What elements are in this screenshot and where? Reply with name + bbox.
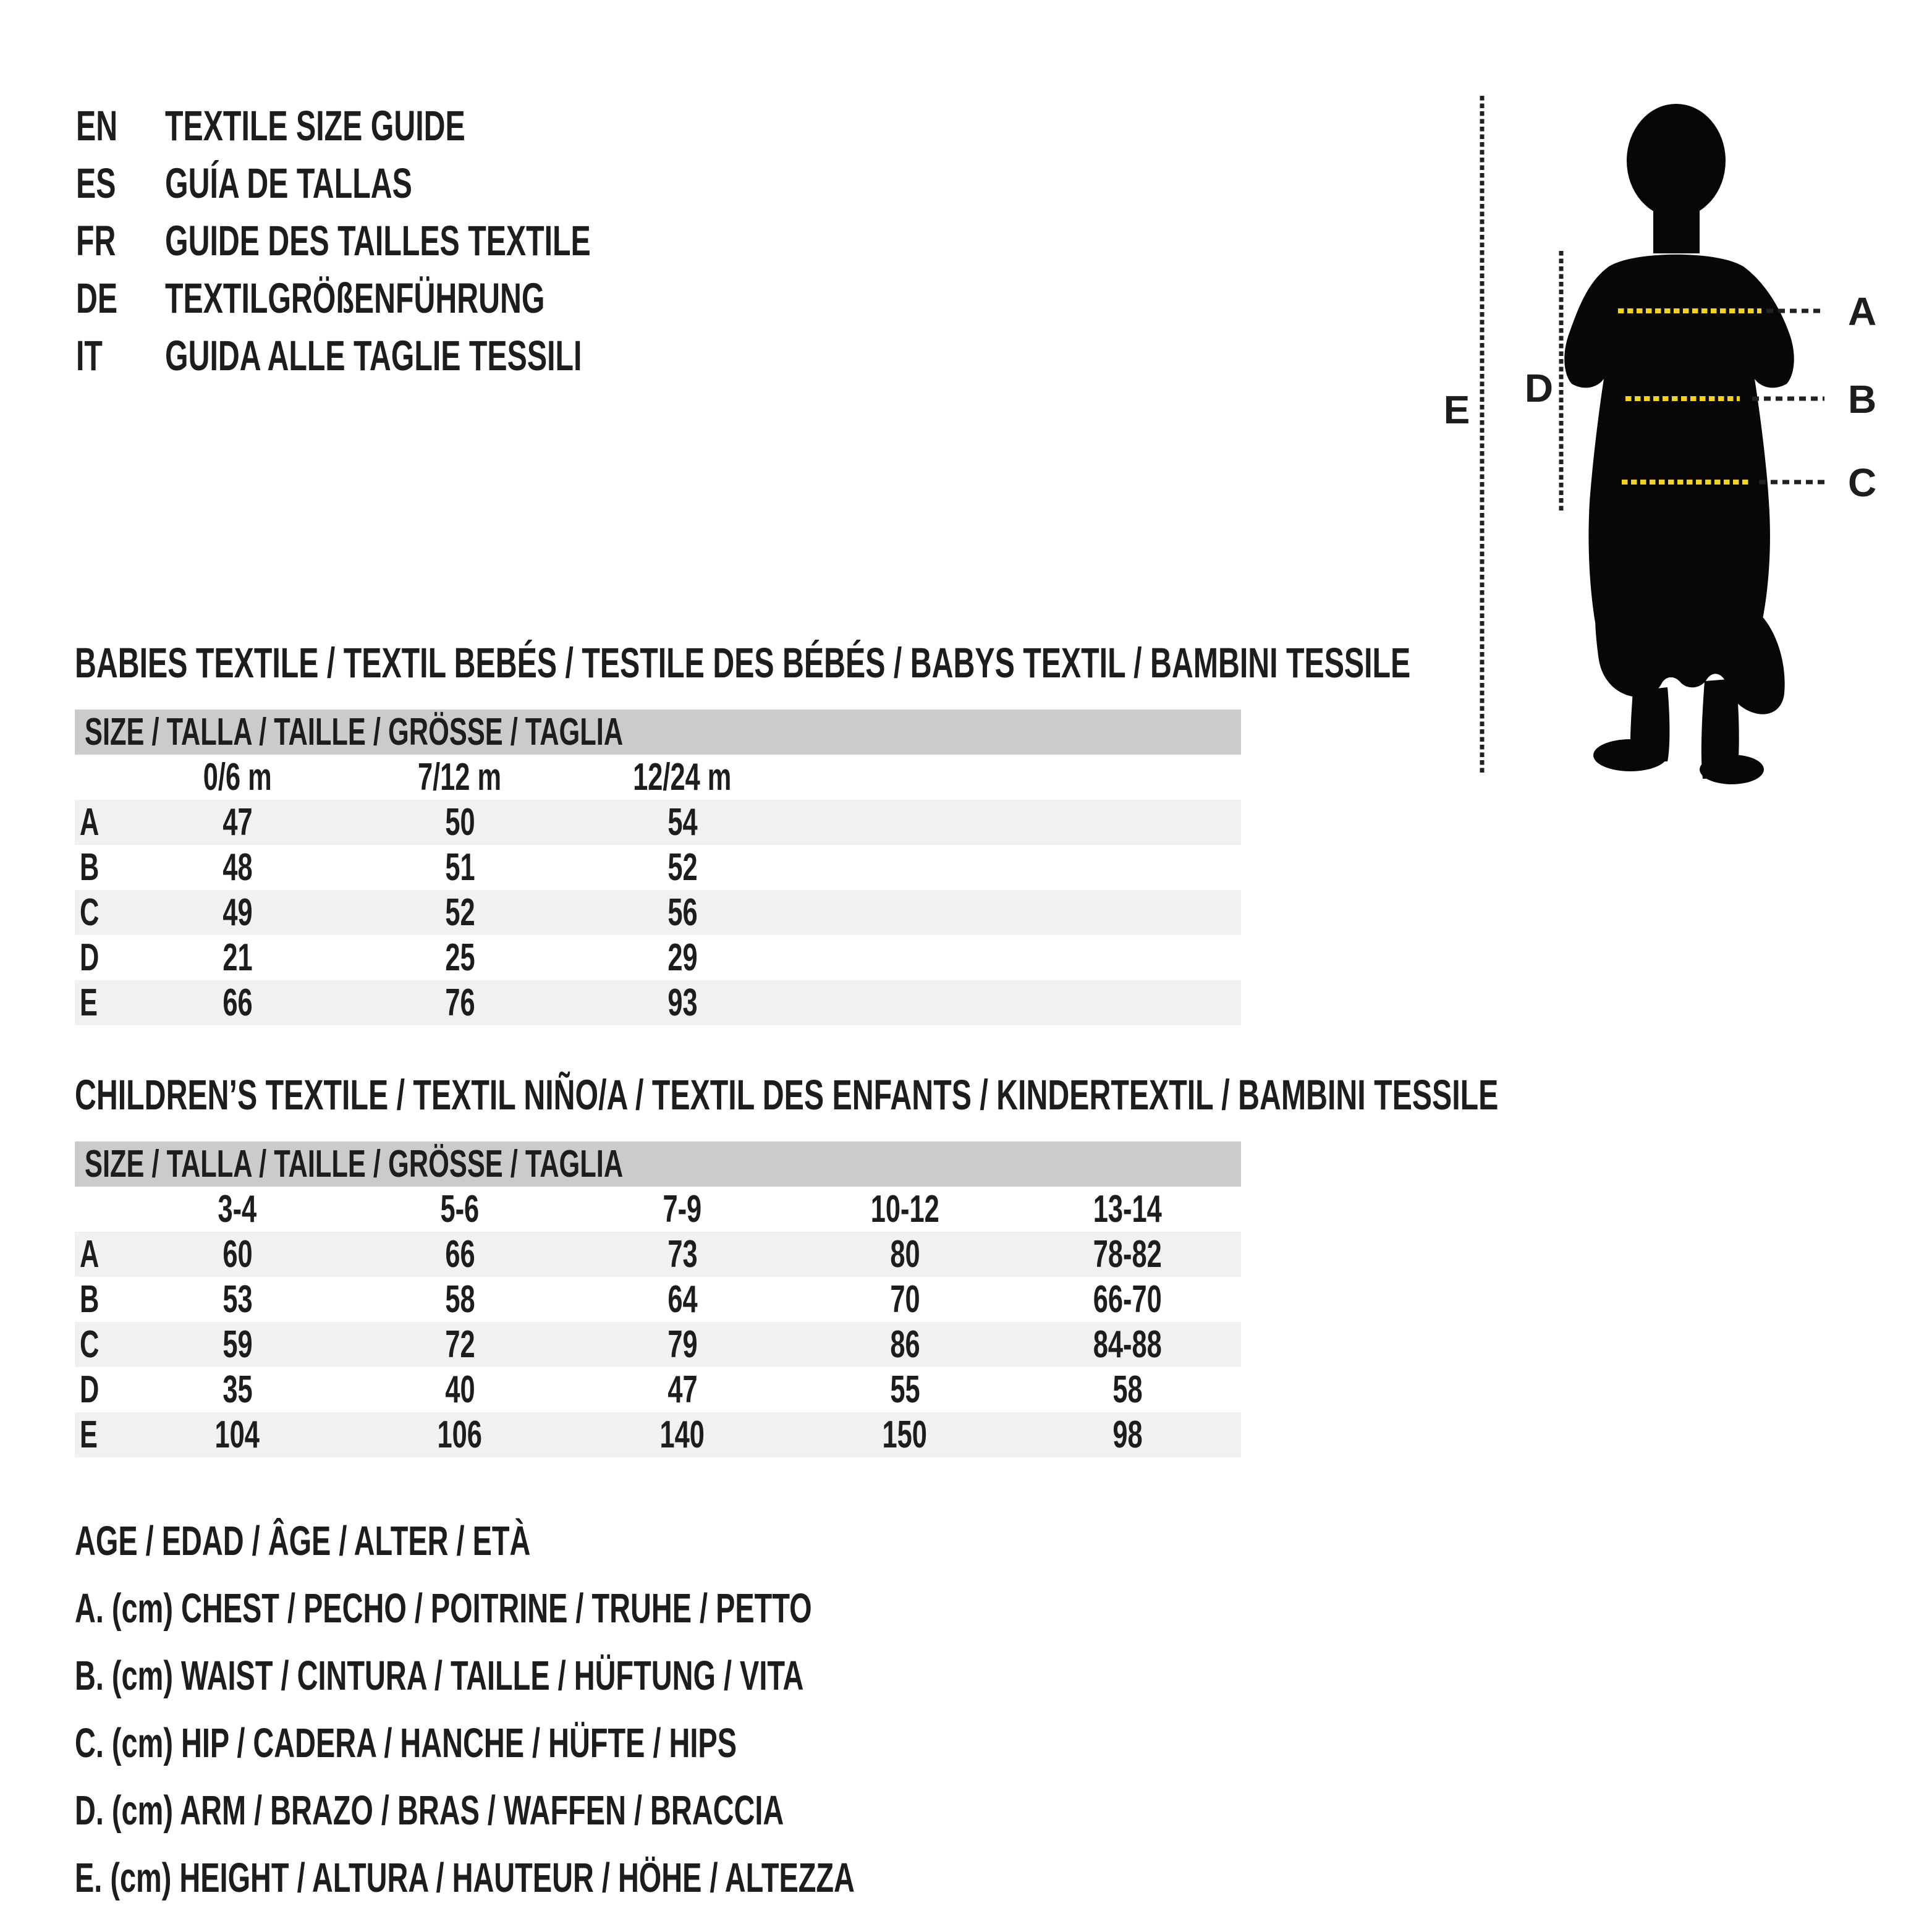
table-row: D 35 40 47 55 58: [75, 1367, 1241, 1412]
row-label: B: [80, 846, 100, 889]
row-label: D: [80, 1368, 100, 1411]
silhouette-shorts: [1595, 616, 1785, 714]
babies-col-0-6m: 0/6 m: [203, 756, 272, 799]
silhouette-neck: [1653, 204, 1700, 253]
table-row: B 48 51 52: [75, 845, 1241, 890]
figure-label-d: D: [1525, 366, 1553, 410]
lang-title-it: GUIDA ALLE TAGLIE TESSILI: [165, 332, 582, 379]
legend-hip: C. (cm) HIP / CADERA / HANCHE / HÜFTE / …: [75, 1720, 737, 1766]
row-label: A: [80, 1233, 100, 1276]
lang-title-es: GUÍA DE TALLAS: [165, 159, 412, 207]
legend-height: E. (cm) HEIGHT / ALTURA / HAUTEUR / HÖHE…: [75, 1855, 855, 1901]
lang-code-en: EN: [76, 102, 118, 150]
lang-row-de: DE TEXTILGRÖßENFÜHRUNG: [76, 269, 708, 327]
table-row: A 47 50 54: [75, 800, 1241, 845]
row-label: A: [80, 801, 100, 844]
row-label: E: [80, 981, 98, 1024]
lang-title-en: TEXTILE SIZE GUIDE: [165, 102, 465, 150]
babies-size-header-band: SIZE / TALLA / TAILLE / GRÖSSE / TAGLIA: [75, 710, 1241, 755]
table-row: D 21 25 29: [75, 935, 1241, 980]
lang-title-de: TEXTILGRÖßENFÜHRUNG: [165, 274, 545, 322]
lang-row-es: ES GUÍA DE TALLAS: [76, 155, 518, 212]
figure-label-e: E: [1444, 388, 1470, 432]
silhouette-right-leg: [1701, 679, 1739, 779]
children-col-7-9: 7-9: [663, 1188, 702, 1231]
lang-code-it: IT: [76, 332, 103, 379]
silhouette-head: [1627, 104, 1726, 218]
legend-arm: D. (cm) ARM / BRAZO / BRAS / WAFFEN / BR…: [75, 1787, 784, 1834]
lang-code-fr: FR: [76, 217, 116, 265]
legend-age: AGE / EDAD / ÂGE / ALTER / ETÀ: [75, 1518, 531, 1564]
children-column-header-row: 3-4 5-6 7-9 10-12 13-14: [75, 1187, 1241, 1232]
silhouette-left-shoe: [1593, 739, 1667, 771]
table-row: E 104 106 140 150 98: [75, 1412, 1241, 1457]
lang-row-en: EN TEXTILE SIZE GUIDE: [76, 97, 594, 155]
children-col-10-12: 10-12: [870, 1188, 939, 1231]
children-section-title: CHILDREN’S TEXTILE / TEXTIL NIÑO/A / TEX…: [75, 1071, 1499, 1119]
table-row: E 66 76 93: [75, 980, 1241, 1025]
children-col-5-6: 5-6: [440, 1188, 480, 1231]
children-size-table: SIZE / TALLA / TAILLE / GRÖSSE / TAGLIA …: [75, 1142, 1241, 1457]
row-label: E: [80, 1413, 98, 1456]
silhouette-shirt: [1564, 254, 1794, 622]
babies-col-7-12m: 7/12 m: [418, 756, 502, 799]
babies-size-table: SIZE / TALLA / TAILLE / GRÖSSE / TAGLIA …: [75, 710, 1241, 1025]
child-silhouette: [1564, 104, 1794, 784]
figure-label-a: A: [1848, 289, 1876, 334]
children-col-3-4: 3-4: [218, 1188, 257, 1231]
silhouette-right-shoe: [1700, 755, 1764, 784]
lang-code-de: DE: [76, 274, 118, 322]
lang-title-fr: GUIDE DES TAILLES TEXTILE: [165, 217, 591, 265]
legend-waist: B. (cm) WAIST / CINTURA / TAILLE / HÜFTU…: [75, 1653, 804, 1699]
lang-row-fr: FR GUIDE DES TAILLES TEXTILE: [76, 212, 773, 269]
row-label: C: [80, 891, 100, 934]
babies-section-title: BABIES TEXTILE / TEXTIL BEBÉS / TESTILE …: [75, 639, 1411, 687]
figure-label-c: C: [1848, 460, 1876, 505]
table-row: C 49 52 56: [75, 890, 1241, 935]
table-row: A 60 66 73 80 78-82: [75, 1232, 1241, 1277]
children-size-header-band: SIZE / TALLA / TAILLE / GRÖSSE / TAGLIA: [75, 1142, 1241, 1187]
babies-col-12-24m: 12/24 m: [633, 756, 732, 799]
babies-column-header-row: 0/6 m 7/12 m 12/24 m: [75, 755, 1241, 800]
lang-row-it: IT GUIDA ALLE TAGLIE TESSILI: [76, 327, 760, 384]
row-label: C: [80, 1323, 100, 1366]
legend-chest: A. (cm) CHEST / PECHO / POITRINE / TRUHE…: [75, 1585, 812, 1632]
child-measurement-figure: A B C D E: [1444, 96, 1876, 784]
children-col-13-14: 13-14: [1093, 1188, 1162, 1231]
row-label: D: [80, 936, 100, 979]
figure-label-b: B: [1848, 377, 1876, 422]
lang-code-es: ES: [76, 159, 116, 207]
table-row: B 53 58 64 70 66-70: [75, 1277, 1241, 1322]
table-row: C 59 72 79 86 84-88: [75, 1322, 1241, 1367]
row-label: B: [80, 1278, 100, 1321]
